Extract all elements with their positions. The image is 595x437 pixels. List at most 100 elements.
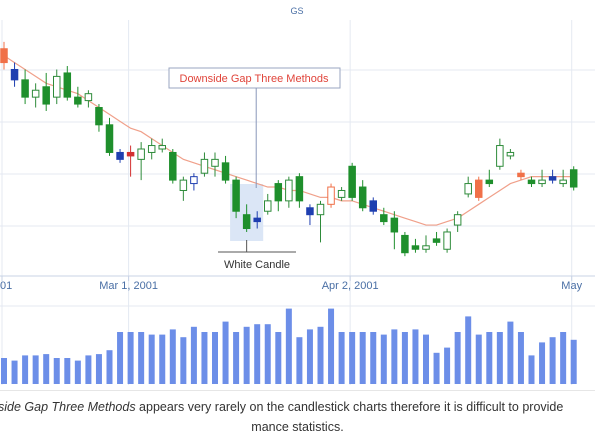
caption-pattern-name: side Gap Three Methods: [0, 400, 136, 414]
candle: [274, 180, 283, 212]
candle-body: [95, 107, 103, 126]
candle: [10, 62, 19, 87]
candle: [369, 197, 377, 215]
candle-body: [169, 151, 177, 181]
volume-bar: [64, 358, 71, 384]
volume-bar: [401, 332, 408, 384]
candle-body: [517, 172, 525, 178]
candle-body: [496, 145, 504, 167]
candle: [390, 211, 399, 250]
candle: [53, 69, 61, 105]
volume-bar: [549, 337, 556, 384]
volume-bar: [560, 332, 567, 384]
candle-body: [527, 179, 536, 185]
candle: [569, 166, 578, 191]
volume-bar: [180, 337, 187, 384]
volume-bar: [338, 332, 345, 384]
annotations-layer: Downside Gap Three Methods White Candle: [168, 67, 341, 271]
candle: [475, 176, 483, 201]
volume-bar: [486, 332, 493, 384]
candle: [295, 173, 304, 208]
x-tick-label: May: [561, 280, 582, 292]
candle: [95, 104, 103, 132]
candle-body: [401, 234, 409, 254]
candle-body: [327, 186, 335, 205]
volume-bar: [496, 332, 503, 384]
candle: [485, 169, 494, 188]
candle: [179, 176, 188, 201]
candle-body: [190, 176, 198, 185]
candle-body: [380, 214, 388, 223]
volume-bar: [465, 316, 472, 384]
candle-body: [63, 72, 72, 98]
candle-body: [42, 86, 50, 105]
volume-bar: [254, 324, 261, 384]
x-axis-ticks: 01 Mar 1, 2001 Apr 2, 2001 May: [0, 276, 583, 292]
candle-body: [348, 165, 356, 198]
volume-bar: [391, 329, 398, 384]
volume-bar: [423, 334, 429, 384]
candle: [105, 117, 114, 156]
volume-bar: [190, 326, 197, 384]
x-tick-label: 01: [0, 280, 12, 292]
volume-bar: [32, 355, 39, 384]
annotation-label: Downside Gap Three Methods: [180, 73, 329, 85]
candle: [306, 204, 314, 226]
candle: [538, 169, 546, 188]
volume-bar: [148, 334, 155, 384]
candle: [443, 228, 451, 253]
candle-body: [264, 200, 272, 212]
volume-bar: [222, 321, 229, 384]
candle: [211, 152, 219, 177]
candle-body: [432, 238, 441, 243]
candle: [21, 69, 29, 105]
candle-body: [443, 231, 451, 250]
candle: [464, 176, 472, 198]
candle: [116, 149, 124, 163]
volume-bar: [296, 337, 303, 384]
volume-bar: [138, 332, 145, 384]
candle: [200, 152, 209, 177]
volume-bar: [349, 332, 356, 384]
volume-bar: [85, 355, 92, 384]
volume-bar: [201, 332, 208, 384]
candle: [506, 149, 515, 160]
candle-body: [147, 145, 156, 153]
candle: [432, 231, 441, 246]
candle-body: [74, 96, 82, 105]
volume-bar: [539, 342, 546, 384]
candle-body: [316, 203, 325, 216]
volume-bar: [517, 332, 524, 384]
candle-body: [485, 179, 494, 185]
candle-body: [337, 189, 346, 198]
volume-bar: [306, 329, 313, 384]
candle: [190, 173, 198, 191]
candle-body: [390, 217, 399, 233]
candle-body: [475, 179, 483, 198]
candle: [411, 238, 420, 253]
candle: [84, 90, 93, 108]
candle-body: [211, 158, 219, 167]
candle-body: [158, 145, 166, 150]
candle: [253, 211, 261, 229]
volume-bar: [412, 329, 419, 384]
candle: [559, 169, 567, 188]
candle: [221, 155, 230, 184]
candle: [242, 204, 251, 232]
candle: [422, 235, 430, 253]
volume-bar: [317, 326, 324, 384]
candle: [63, 66, 72, 101]
annotation-downside-gap: Downside Gap Three Methods: [168, 67, 341, 188]
volume-bar: [264, 324, 271, 384]
candle-body: [538, 179, 546, 185]
x-tick-label: Mar 1, 2001: [99, 280, 158, 292]
volume-bar: [106, 350, 113, 384]
annotation-label: White Candle: [224, 259, 290, 271]
candle: [137, 142, 145, 181]
candle-body: [285, 179, 293, 202]
candle-body: [53, 75, 61, 98]
chart-svg: 01 Mar 1, 2001 Apr 2, 2001 May Downside Gap…: [0, 6, 595, 385]
candlestick-chart: 01 Mar 1, 2001 Apr 2, 2001 May Downside Gap…: [0, 6, 595, 391]
candle: [316, 200, 325, 243]
candle: [548, 169, 557, 184]
